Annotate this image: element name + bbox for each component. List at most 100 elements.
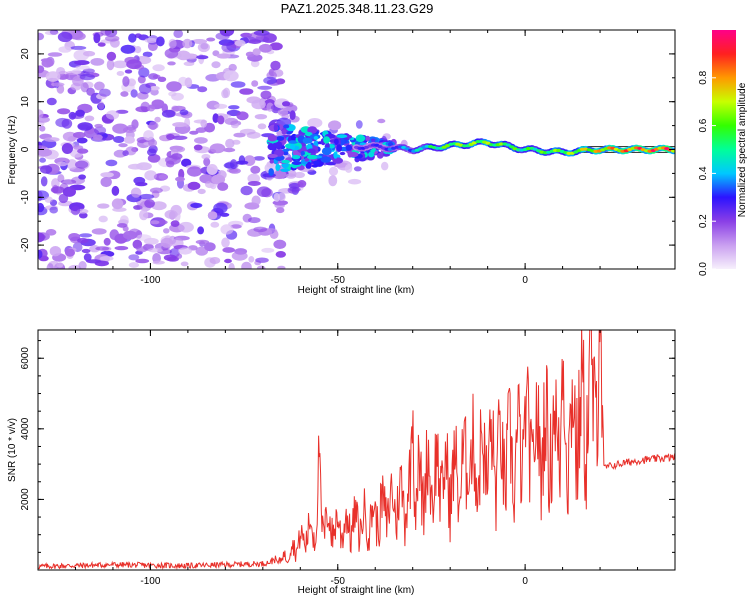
heatmap-cell <box>268 168 275 176</box>
snr-x-tick-label: 0 <box>522 576 528 587</box>
heatmap-cell <box>283 124 290 129</box>
heatmap-cell <box>253 30 270 36</box>
heatmap-cell <box>195 127 207 133</box>
heatmap-cell <box>282 148 290 152</box>
heatmap-cell <box>94 126 107 135</box>
heatmap-cell <box>77 148 89 154</box>
heatmap-cell <box>50 186 65 194</box>
heatmap-cell <box>179 109 189 116</box>
heatmap-cell <box>71 69 82 75</box>
heatmap-x-label: Height of straight line (km) <box>298 285 415 296</box>
heatmap-cell <box>275 251 286 258</box>
heatmap-cell <box>230 81 246 88</box>
heatmap-cell <box>118 143 128 148</box>
heatmap-cell <box>77 122 93 131</box>
heatmap-cell <box>273 124 278 132</box>
heatmap-cell <box>339 151 346 156</box>
heatmap-cell <box>68 233 81 241</box>
heatmap-cell <box>211 61 221 69</box>
heatmap-cell <box>206 37 216 42</box>
heatmap-cell <box>113 136 125 143</box>
heatmap-cell <box>223 162 235 169</box>
heatmap-cell <box>160 237 173 248</box>
heatmap-cell <box>86 87 95 96</box>
figure-title: PAZ1.2025.348.11.23.G29 <box>281 1 434 16</box>
heatmap-cell <box>213 202 228 214</box>
snr-x-label: Height of straight line (km) <box>298 585 415 596</box>
snr-y-label: SNR (10 * v/v) <box>7 418 18 482</box>
heatmap-cell <box>80 82 89 93</box>
heatmap-cell <box>166 81 182 92</box>
heatmap-cell <box>251 99 266 110</box>
heatmap-cell <box>221 42 237 53</box>
snr-x-tick-label: -100 <box>140 576 160 587</box>
heatmap-cell <box>224 117 239 125</box>
heatmap-cell <box>275 136 285 141</box>
heatmap-cell <box>156 36 165 47</box>
heatmap-cell <box>336 144 343 152</box>
heatmap-cell <box>131 119 139 130</box>
heatmap-cell <box>209 257 221 264</box>
heatmap-cell <box>250 165 261 174</box>
heatmap-cell <box>313 140 319 147</box>
heatmap-cell <box>273 239 287 249</box>
heatmap-cell <box>112 60 129 69</box>
heatmap-cell <box>250 59 260 68</box>
heatmap-cell <box>234 39 246 47</box>
heatmap-cell <box>158 174 168 180</box>
heatmap-cell <box>124 69 133 74</box>
heatmap-cell <box>167 61 176 66</box>
heatmap-cell <box>134 33 142 38</box>
heatmap-cell <box>84 115 95 122</box>
heatmap-cell <box>307 154 318 160</box>
heatmap-cell <box>76 137 88 144</box>
heatmap-cell <box>135 234 152 241</box>
heatmap-y-tick-label: 10 <box>20 96 31 108</box>
heatmap-cell <box>98 101 105 110</box>
heatmap-cell <box>105 159 118 167</box>
heatmap-cell <box>90 58 105 66</box>
heatmap-cell <box>115 109 129 114</box>
heatmap-cell <box>79 212 88 219</box>
heatmap-cell <box>176 253 183 259</box>
heatmap-cell <box>89 245 100 253</box>
heatmap-cell <box>38 249 43 259</box>
colorbar-tick-label: 0.8 <box>698 70 709 84</box>
heatmap-cell <box>307 126 318 134</box>
heatmap-cell <box>38 190 43 202</box>
heatmap-cell <box>106 51 117 61</box>
heatmap-cell <box>156 219 168 225</box>
heatmap-cell <box>111 185 120 196</box>
heatmap-cell <box>100 176 112 188</box>
colorbar: 0.0 0.2 0.4 0.6 0.8 Normalized spectral ampl… <box>698 30 748 276</box>
heatmap-y-ticks: -20 -10 0 10 20 <box>20 29 675 270</box>
heatmap-cell <box>240 185 253 196</box>
heatmap-cell <box>221 237 230 248</box>
heatmap-cell <box>291 155 301 160</box>
heatmap-y-tick-label: -20 <box>20 237 31 252</box>
heatmap-cell <box>323 136 330 144</box>
heatmap-cell <box>305 132 313 137</box>
heatmap-cell <box>345 144 353 151</box>
heatmap-cell <box>306 148 316 154</box>
heatmap-cell <box>45 229 57 236</box>
heatmap-cell <box>41 58 54 68</box>
heatmap-cell <box>302 137 313 144</box>
heatmap-cell <box>273 192 280 202</box>
heatmap-y-tick-label: 0 <box>20 146 31 152</box>
heatmap-cell <box>44 196 53 203</box>
heatmap-cell <box>256 265 266 269</box>
heatmap-cell <box>149 86 160 91</box>
heatmap-cell <box>83 253 92 262</box>
heatmap-cell <box>236 111 249 121</box>
heatmap-cell <box>139 209 149 221</box>
heatmap-cell <box>271 170 287 180</box>
heatmap-cell <box>253 156 265 161</box>
heatmap-ridge <box>352 138 675 157</box>
heatmap-cell <box>114 246 129 251</box>
heatmap-cell <box>70 45 87 50</box>
heatmap-cell <box>103 237 111 246</box>
heatmap-cell <box>130 89 138 98</box>
heatmap-cell <box>71 32 86 41</box>
heatmap-cell <box>228 105 240 110</box>
